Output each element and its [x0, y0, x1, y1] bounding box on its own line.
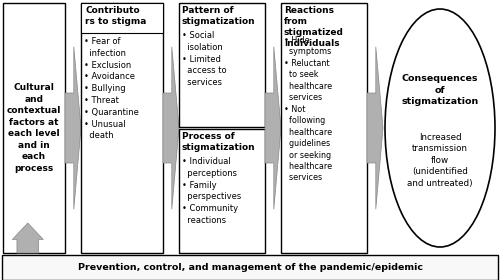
Text: • Individual
  perceptions
• Family
  perspectives
• Community
  reactions: • Individual perceptions • Family perspe… — [182, 157, 241, 225]
Polygon shape — [163, 47, 179, 209]
Text: Reactions
from
stigmatized
individuals: Reactions from stigmatized individuals — [284, 6, 344, 48]
Bar — [81, 3, 163, 253]
Text: Consequences
of
stigmatization: Consequences of stigmatization — [402, 74, 478, 106]
Bar — [2, 255, 498, 280]
Text: Pattern of
stigmatization: Pattern of stigmatization — [182, 6, 256, 26]
Text: • Social
  isolation
• Limited
  access to
  services: • Social isolation • Limited access to s… — [182, 31, 226, 87]
Text: Prevention, control, and management of the pandemic/epidemic: Prevention, control, and management of t… — [78, 263, 422, 272]
Text: Process of
stigmatization: Process of stigmatization — [182, 132, 256, 152]
Bar — [281, 3, 367, 253]
Polygon shape — [65, 47, 81, 209]
Text: • Hide
  symptoms
• Reluctant
  to seek
  healthcare
  services
• Not
  followin: • Hide symptoms • Reluctant to seek heal… — [284, 36, 332, 182]
Polygon shape — [12, 223, 44, 253]
Bar — [179, 3, 265, 127]
Polygon shape — [367, 47, 383, 209]
Text: Increased
transmission
flow
(unidentified
and untreated): Increased transmission flow (unidentifie… — [407, 133, 473, 188]
Text: • Fear of
  infection
• Exclusion
• Avoidance
• Bullying
• Threat
• Quarantine
•: • Fear of infection • Exclusion • Avoida… — [84, 37, 139, 140]
Ellipse shape — [385, 9, 495, 247]
Text: Contributo
rs to stigma: Contributo rs to stigma — [85, 6, 146, 26]
Bar — [3, 3, 65, 253]
Bar — [81, 3, 163, 33]
Bar — [179, 129, 265, 253]
Text: Cultural
and
contextual
factors at
each level
and in
each
process: Cultural and contextual factors at each … — [7, 83, 61, 172]
Polygon shape — [265, 47, 281, 209]
